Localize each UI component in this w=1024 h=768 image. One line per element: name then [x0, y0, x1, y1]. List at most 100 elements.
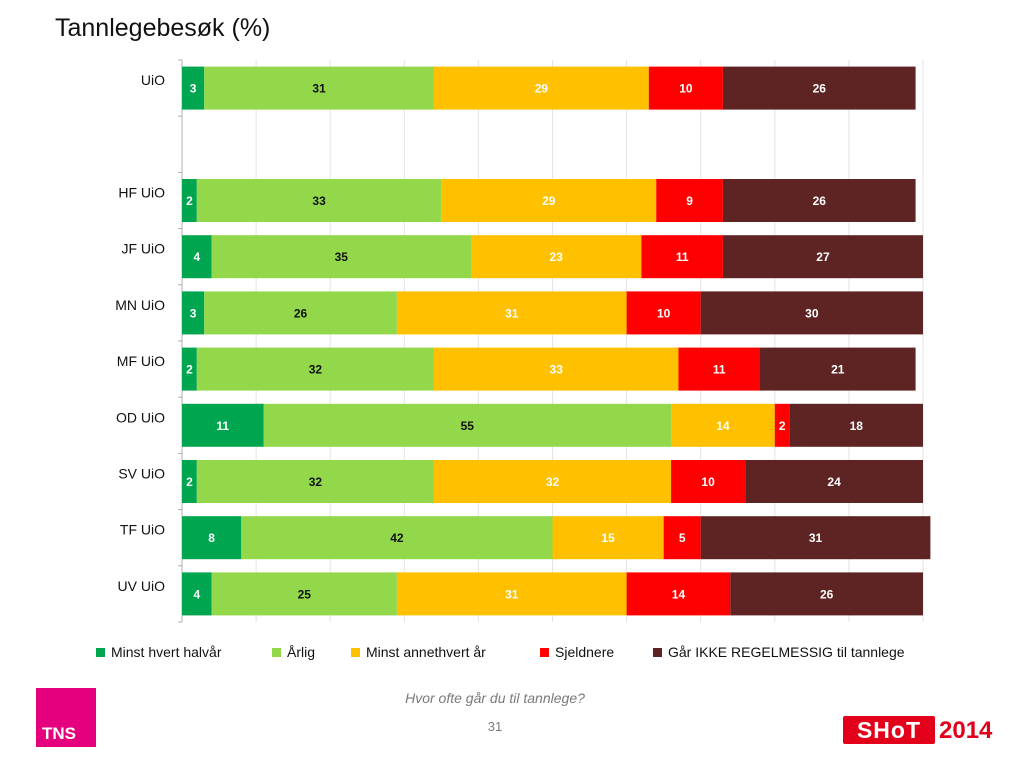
- page-number: 31: [487, 719, 503, 734]
- data-label: 32: [546, 475, 560, 489]
- data-label: 14: [716, 419, 730, 433]
- data-label: 2: [186, 363, 193, 377]
- legend-label: Minst annethvert år: [366, 644, 486, 660]
- data-label: 26: [294, 306, 308, 320]
- bar-segment: [722, 66, 916, 110]
- data-label: 5: [679, 531, 686, 545]
- data-label: 25: [298, 587, 312, 601]
- bar-segment: [433, 460, 672, 503]
- category-label: TF UiO: [120, 522, 165, 538]
- bar-segment: [626, 291, 701, 335]
- data-label: 32: [309, 363, 323, 377]
- data-label: 21: [831, 363, 845, 377]
- bar-segment: [722, 179, 916, 222]
- data-label: 11: [216, 419, 229, 433]
- legend-label: Går IKKE REGELMESSIG til tannlege: [668, 644, 905, 660]
- data-label: 33: [312, 194, 326, 208]
- chart-legend: Minst hvert halvår Årlig Minst annethvert …: [96, 644, 926, 664]
- bar-segment: [433, 347, 679, 391]
- bar-segment: [182, 179, 197, 222]
- data-label: 4: [193, 587, 200, 601]
- legend-swatch: [540, 647, 549, 657]
- legend-item: Går IKKE REGELMESSIG til tannlege: [653, 644, 905, 660]
- bar-segment: [204, 66, 434, 110]
- bar-segment: [671, 460, 746, 503]
- bar-segment: [552, 516, 664, 560]
- data-label: 42: [390, 531, 404, 545]
- category-label: UV UiO: [118, 578, 166, 594]
- data-label: 11: [676, 250, 689, 264]
- bar-segment: [648, 66, 723, 110]
- legend-item: Minst annethvert år: [351, 644, 486, 660]
- bar-segment: [211, 235, 471, 279]
- bar-segment: [396, 291, 627, 335]
- bar-segment: [730, 572, 923, 616]
- shot-logo: SHoT 2014: [843, 716, 1003, 746]
- slide-title: Tannlegebesøk (%): [55, 14, 271, 42]
- bar-segment: [470, 235, 642, 279]
- legend-label: Minst hvert halvår: [111, 644, 222, 660]
- bar-segment: [759, 347, 916, 391]
- bar-segment: [700, 291, 923, 335]
- bar-segment: [211, 572, 397, 616]
- bar-segment: [182, 516, 242, 560]
- category-label: MF UiO: [117, 353, 165, 369]
- data-label: 18: [850, 419, 864, 433]
- shot-logo-main: SHoT: [843, 716, 935, 744]
- data-label: 26: [813, 194, 827, 208]
- category-label: OD UiO: [116, 409, 165, 425]
- bar-segment: [789, 403, 923, 447]
- category-label: UiO: [141, 72, 165, 88]
- legend-label: Årlig: [287, 644, 316, 660]
- legend-item: Sjeldnere: [540, 644, 614, 660]
- data-label: 10: [657, 306, 671, 320]
- data-label: 2: [186, 475, 193, 489]
- bar-segment: [671, 403, 775, 447]
- legend-swatch: [96, 647, 105, 657]
- bar-segment: [241, 516, 553, 560]
- shot-logo-year: 2014: [939, 717, 993, 744]
- category-label: JF UiO: [121, 241, 165, 257]
- bar-segment: [196, 460, 434, 503]
- bar-segment: [196, 179, 442, 222]
- data-label: 31: [312, 82, 326, 96]
- data-label: 31: [505, 306, 519, 320]
- data-label: 35: [335, 250, 349, 264]
- bar-segment: [663, 516, 701, 560]
- data-label: 26: [813, 82, 827, 96]
- bar-segment: [678, 347, 760, 391]
- tns-logo: TNS: [36, 688, 96, 747]
- legend-label: Sjeldnere: [555, 644, 615, 660]
- data-label: 4: [193, 250, 200, 264]
- bar-segment: [182, 572, 212, 616]
- data-label: 9: [686, 194, 693, 208]
- legend-swatch: [351, 647, 360, 657]
- bar-segment: [656, 179, 723, 222]
- bar-segment: [204, 291, 397, 335]
- data-label: 24: [827, 475, 841, 489]
- legend-swatch: [653, 647, 662, 657]
- data-label: 26: [820, 587, 834, 601]
- bar-segment: [641, 235, 723, 279]
- bar-segment: [441, 179, 657, 222]
- bar-segment: [263, 403, 672, 447]
- bar-segment: [745, 460, 923, 503]
- data-label: 2: [779, 419, 786, 433]
- category-label: SV UiO: [118, 466, 165, 482]
- data-label: 29: [535, 82, 549, 96]
- data-label: 32: [309, 475, 323, 489]
- data-label: 8: [208, 531, 215, 545]
- bar-segment: [182, 347, 197, 391]
- data-label: 11: [713, 363, 726, 377]
- bar-segment: [396, 572, 627, 616]
- bar-segment: [182, 460, 197, 503]
- survey-question-caption: Hvor ofte går du til tannlege?: [405, 690, 585, 706]
- bar-segment: [722, 235, 923, 279]
- data-label: 14: [672, 587, 686, 601]
- data-label: 27: [816, 250, 830, 264]
- data-label: 55: [461, 419, 475, 433]
- tns-logo-text: TNS: [42, 724, 76, 743]
- data-label: 3: [190, 82, 197, 96]
- bar-segment: [182, 291, 205, 335]
- data-label: 15: [601, 531, 615, 545]
